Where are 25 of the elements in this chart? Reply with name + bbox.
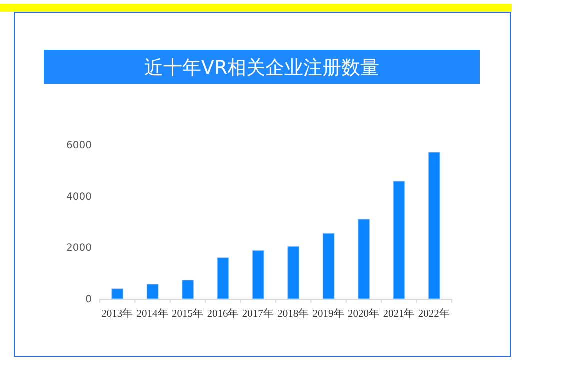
x-tick-label: 2019年	[312, 308, 345, 320]
x-tick-label: 2021年	[383, 308, 416, 320]
bar	[358, 219, 370, 300]
bar	[217, 258, 230, 300]
y-tick-label: 0	[86, 294, 92, 306]
x-tick-label: 2018年	[278, 308, 310, 320]
y-tick-label: 2000	[66, 243, 92, 254]
x-tick-label: 2015年	[172, 308, 204, 320]
x-tick-label: 2013年	[102, 308, 134, 320]
y-tick-label: 6000	[66, 140, 92, 152]
bar	[182, 280, 194, 300]
x-tick-label: 2017年	[242, 308, 274, 320]
y-tick-label: 4000	[66, 192, 92, 203]
bar	[288, 246, 300, 300]
bar	[393, 181, 406, 300]
bar	[252, 250, 264, 300]
x-tick-label: 2014年	[136, 308, 169, 320]
bar	[112, 288, 124, 300]
x-tick-label: 2022年	[418, 308, 450, 320]
bar	[146, 284, 159, 300]
bar	[322, 233, 335, 300]
x-tick-label: 2016年	[207, 308, 240, 320]
chart-title: 近十年VR相关企业注册数量	[144, 57, 380, 79]
bar	[428, 152, 440, 300]
x-tick-label: 2020年	[348, 308, 380, 320]
